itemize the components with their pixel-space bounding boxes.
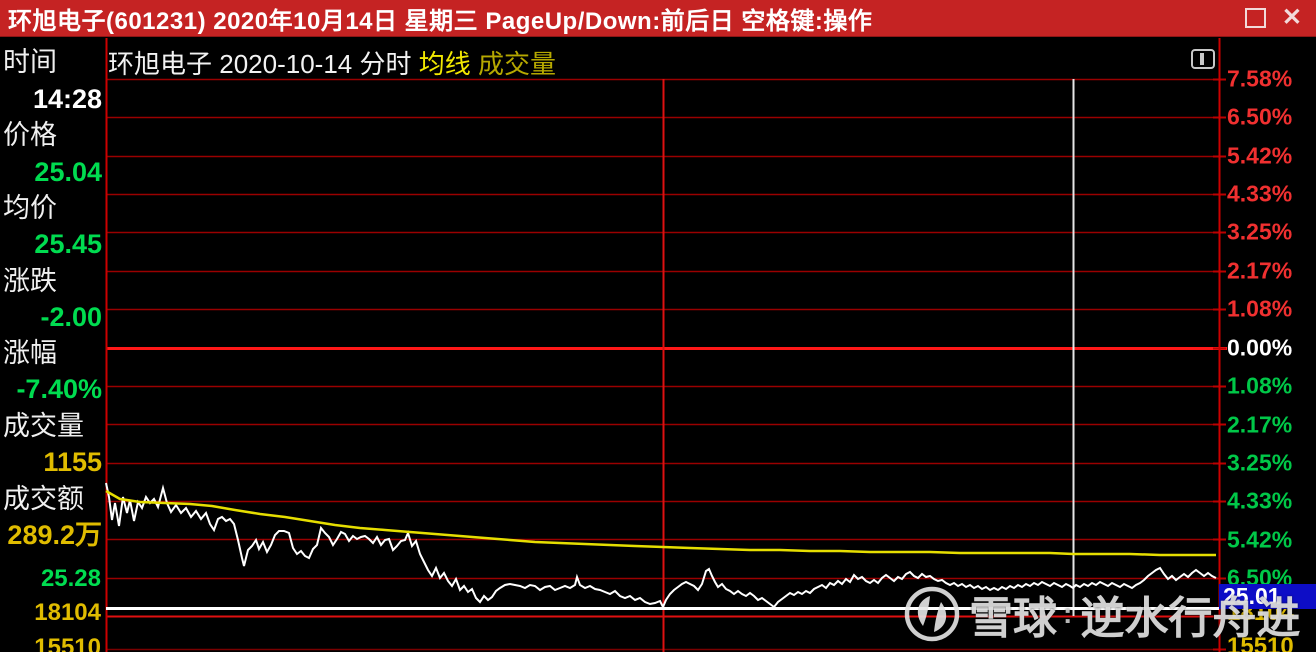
quote-value-amount: 289.2万: [7, 520, 102, 550]
axis-right-label-neg: 6.50%: [1227, 564, 1293, 591]
quote-value-change: -2.00: [40, 302, 102, 332]
axis-right-label-neg: 2.17%: [1227, 411, 1293, 438]
volume-toggle[interactable]: 成交量: [477, 49, 556, 79]
quote-label-change: 涨跌: [3, 266, 57, 296]
quote-label-avg: 均价: [3, 193, 57, 223]
view-mode-label: 分时: [359, 49, 412, 79]
price-line: [105, 482, 1217, 610]
watermark-brand: 雪球: [969, 594, 1057, 643]
avg-price-line: [105, 489, 1216, 557]
window-controls: ✕: [1244, 4, 1316, 31]
quote-label-change-pct: 涨幅: [3, 338, 57, 368]
chart-date: 2020-10-14: [219, 49, 353, 79]
maximize-icon[interactable]: [1244, 8, 1266, 28]
chart-header: 环旭电子 2020-10-14 分时 均线 成交量: [108, 44, 556, 81]
axis-right-label-pos: 7.58%: [1227, 65, 1293, 92]
quote-label-time: 时间: [3, 47, 57, 77]
quote-label-amount: 成交额: [3, 484, 84, 514]
quote-value-volume: 1155: [43, 447, 102, 477]
quote-value-time: 14:28: [32, 84, 102, 114]
close-icon[interactable]: ✕: [1281, 4, 1302, 31]
axis-right-label-pos: 4.33%: [1227, 180, 1293, 207]
axis-right-label-pos: 2.17%: [1227, 257, 1293, 284]
quote-label-price: 价格: [3, 120, 57, 150]
quote-label-volume: 成交量: [3, 411, 84, 441]
left-scale-vol1: 18104: [34, 599, 101, 626]
axis-right-label-pos: 5.42%: [1227, 142, 1293, 169]
quote-value-change-pct: -7.40%: [16, 374, 102, 404]
axis-right-label-neg: 4.33%: [1227, 487, 1293, 514]
current-price-marker: 25.01: [1219, 584, 1316, 609]
window-title: 环旭电子(601231) 2020年10月14日 星期三 PageUp/Down…: [8, 7, 873, 35]
quote-value-avg: 25.45: [34, 229, 102, 259]
chart-stock-name: 环旭电子: [108, 49, 213, 79]
left-scale-price: 25.28: [40, 565, 101, 592]
title-bar[interactable]: 环旭电子(601231) 2020年10月14日 星期三 PageUp/Down…: [0, 0, 1316, 37]
watermark-separator: :: [1063, 598, 1073, 629]
axis-right-label-pos: 3.25%: [1227, 218, 1293, 245]
quote-value-price: 25.04: [34, 157, 102, 187]
watermark: 雪球 : 逆水行舟进: [903, 582, 1300, 646]
snowball-logo-icon: [904, 586, 960, 642]
left-scale-vol2: 15510: [34, 634, 101, 652]
axis-right-label-pos: 6.50%: [1227, 103, 1293, 130]
axis-right-label-neg: 1.08%: [1227, 372, 1293, 399]
axis-right-label-neg: 3.25%: [1227, 449, 1293, 476]
watermark-user: 逆水行舟进: [1080, 594, 1301, 643]
axis-right-label-zero: 0.00%: [1227, 334, 1293, 361]
panel-toggle-icon[interactable]: [1191, 49, 1215, 69]
ma-toggle[interactable]: 均线: [418, 49, 471, 79]
right-scale-vol2: 15510: [1227, 633, 1294, 652]
axis-right-label-neg: 5.42%: [1227, 526, 1293, 553]
axis-right-label-pos: 1.08%: [1227, 295, 1293, 322]
